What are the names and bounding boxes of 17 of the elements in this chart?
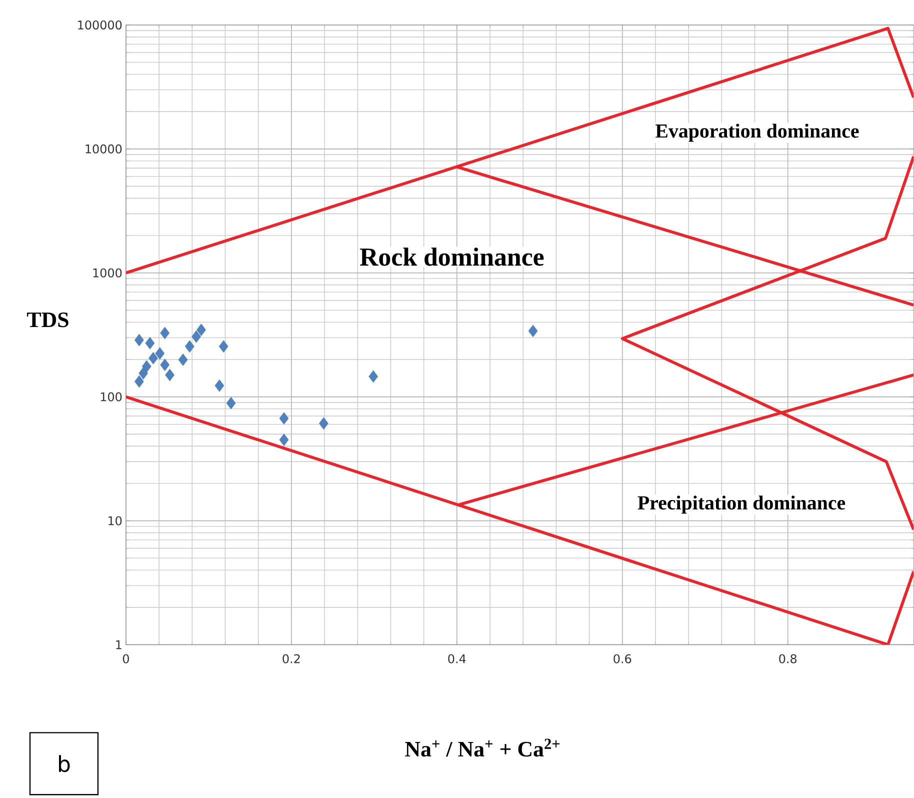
y-tick-label: 100000 bbox=[78, 20, 122, 30]
text: b bbox=[59, 755, 70, 772]
x-tick-label: 0 bbox=[122, 654, 129, 664]
annotation: Evaporation dominance bbox=[655, 124, 859, 142]
annotation: Rock dominance bbox=[360, 248, 544, 266]
annotation: Precipitation dominance bbox=[638, 496, 846, 514]
text: Na$^{+}$ / Na$^{+}$ + Ca$^{2+}$ bbox=[405, 738, 560, 757]
y-tick-label: 100 bbox=[100, 392, 122, 402]
x-tick-label: 0.4 bbox=[448, 654, 466, 664]
y-tick-label: 1000 bbox=[93, 268, 122, 278]
x-tick-label: 0.8 bbox=[779, 654, 797, 664]
y-tick-label: 10 bbox=[108, 516, 122, 526]
x-tick-label: 0.6 bbox=[614, 654, 632, 664]
y-tick-label: 1 bbox=[116, 640, 122, 650]
x-tick-label: 0.2 bbox=[282, 654, 300, 664]
y-axis-title: TDS bbox=[27, 312, 68, 328]
y-tick-label: 10000 bbox=[86, 144, 122, 154]
